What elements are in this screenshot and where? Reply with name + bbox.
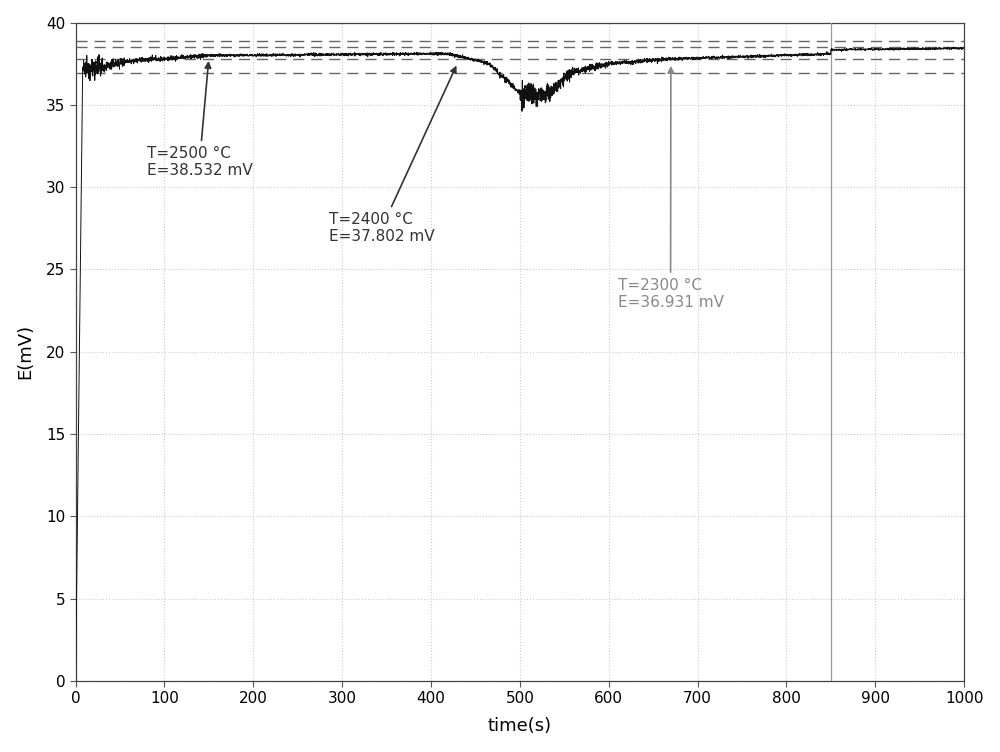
Y-axis label: E(mV): E(mV): [17, 324, 35, 379]
Text: T=2500 °C
E=38.532 mV: T=2500 °C E=38.532 mV: [147, 62, 252, 178]
X-axis label: time(s): time(s): [488, 717, 552, 735]
Text: T=2300 °C
E=36.931 mV: T=2300 °C E=36.931 mV: [618, 68, 724, 310]
Text: T=2400 °C
E=37.802 mV: T=2400 °C E=37.802 mV: [329, 67, 456, 244]
